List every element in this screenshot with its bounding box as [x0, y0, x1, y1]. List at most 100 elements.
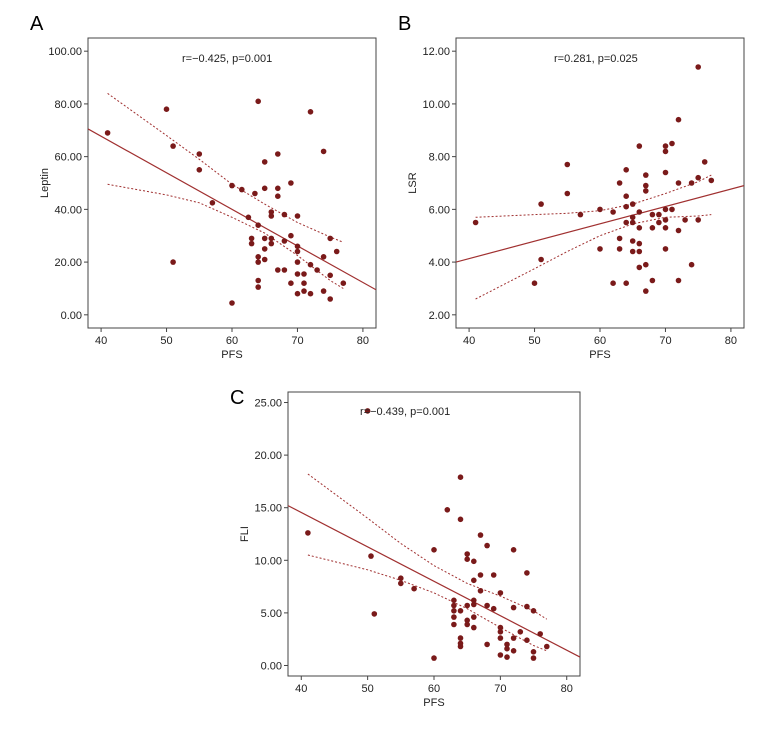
data-point — [261, 256, 268, 263]
x-tick-label: 70 — [291, 335, 303, 347]
data-point — [261, 246, 268, 252]
data-point — [477, 572, 484, 578]
y-tick-label: 20.00 — [254, 450, 282, 462]
data-point — [662, 217, 669, 223]
data-point — [484, 641, 490, 648]
data-point — [649, 211, 656, 218]
y-tick-label: 0.00 — [261, 660, 282, 672]
data-point — [281, 267, 288, 273]
ci-upper-line — [107, 92, 344, 243]
panel-letter: A — [30, 13, 44, 35]
data-point — [497, 635, 504, 641]
data-point — [538, 256, 544, 263]
y-axis-title: Leptin — [39, 168, 51, 198]
x-tick-label: 50 — [362, 683, 374, 695]
y-tick-label: 2.00 — [429, 310, 450, 322]
x-axis-title: PFS — [423, 697, 444, 709]
data-point — [451, 597, 457, 604]
data-point — [636, 240, 643, 247]
data-point — [656, 219, 662, 226]
data-point — [597, 246, 603, 252]
data-point — [471, 601, 477, 608]
data-point — [484, 602, 490, 609]
data-point — [688, 180, 695, 186]
data-point — [104, 130, 111, 136]
data-point — [255, 284, 261, 290]
data-point — [471, 624, 477, 631]
data-point — [327, 235, 334, 242]
correlation-annotation: r=−0.439, p=0.001 — [360, 406, 450, 418]
data-point — [170, 259, 176, 265]
data-point — [471, 558, 477, 565]
data-point — [288, 232, 294, 239]
data-point — [444, 507, 451, 513]
y-tick-label: 60.00 — [54, 152, 82, 164]
data-point — [371, 611, 378, 617]
panel-a: A 40 50 60 70 80 0.00 20.00 40.00 60.00 80.00 100.… — [30, 13, 377, 361]
data-point — [229, 300, 235, 306]
data-point — [675, 116, 682, 123]
data-point — [398, 575, 404, 581]
data-point — [196, 167, 203, 173]
data-point — [538, 201, 544, 207]
x-tick-label: 70 — [659, 335, 671, 347]
data-point — [675, 227, 682, 234]
y-tick-label: 12.00 — [422, 46, 450, 58]
data-point — [636, 248, 643, 255]
correlation-annotation: r=0.281, p=0.025 — [554, 53, 638, 65]
data-point — [464, 602, 471, 609]
data-point — [510, 547, 517, 553]
x-tick-label: 40 — [95, 335, 107, 347]
data-point — [616, 246, 623, 252]
data-point — [517, 629, 524, 635]
data-point — [629, 238, 636, 244]
data-point — [229, 182, 235, 189]
data-point — [564, 190, 571, 197]
data-point — [490, 605, 497, 612]
x-tick-label: 60 — [226, 335, 238, 347]
data-point — [252, 190, 258, 197]
data-point — [524, 637, 530, 643]
data-point — [669, 206, 675, 213]
data-point — [497, 624, 504, 631]
data-point — [248, 240, 255, 247]
data-point — [294, 243, 301, 250]
data-point — [464, 621, 471, 628]
ci-lower-line — [107, 183, 344, 289]
data-point — [649, 277, 656, 284]
x-tick-label: 50 — [528, 335, 540, 347]
data-point — [504, 645, 510, 652]
axes: 40 50 60 70 80 0.00 5.00 10.00 15.00 20.00 25.00 — [254, 398, 572, 695]
data-point — [327, 296, 334, 302]
data-point — [281, 238, 288, 244]
data-point — [504, 654, 510, 660]
x-tick-label: 80 — [357, 335, 369, 347]
y-tick-label: 4.00 — [429, 257, 450, 269]
data-point — [616, 235, 623, 242]
data-point — [643, 261, 649, 268]
data-point — [477, 588, 484, 594]
data-point — [457, 643, 464, 650]
data-point — [662, 169, 669, 176]
ci-lower-line — [475, 214, 712, 300]
data-point — [245, 214, 252, 221]
data-point — [504, 641, 510, 648]
data-point — [255, 98, 261, 105]
data-point — [629, 201, 636, 207]
data-point — [629, 214, 636, 221]
data-point — [464, 556, 471, 562]
y-tick-label: 8.00 — [429, 152, 450, 164]
data-point — [307, 290, 314, 297]
panel-letter: B — [398, 13, 411, 35]
data-point — [457, 516, 464, 523]
x-tick-label: 50 — [160, 335, 172, 347]
data-point — [255, 222, 261, 228]
data-point — [364, 408, 371, 414]
data-point — [431, 655, 437, 661]
y-axis-title: FLI — [239, 526, 251, 542]
data-point — [255, 259, 261, 265]
data-point — [510, 648, 517, 654]
data-point — [490, 572, 497, 578]
data-point — [682, 217, 688, 223]
